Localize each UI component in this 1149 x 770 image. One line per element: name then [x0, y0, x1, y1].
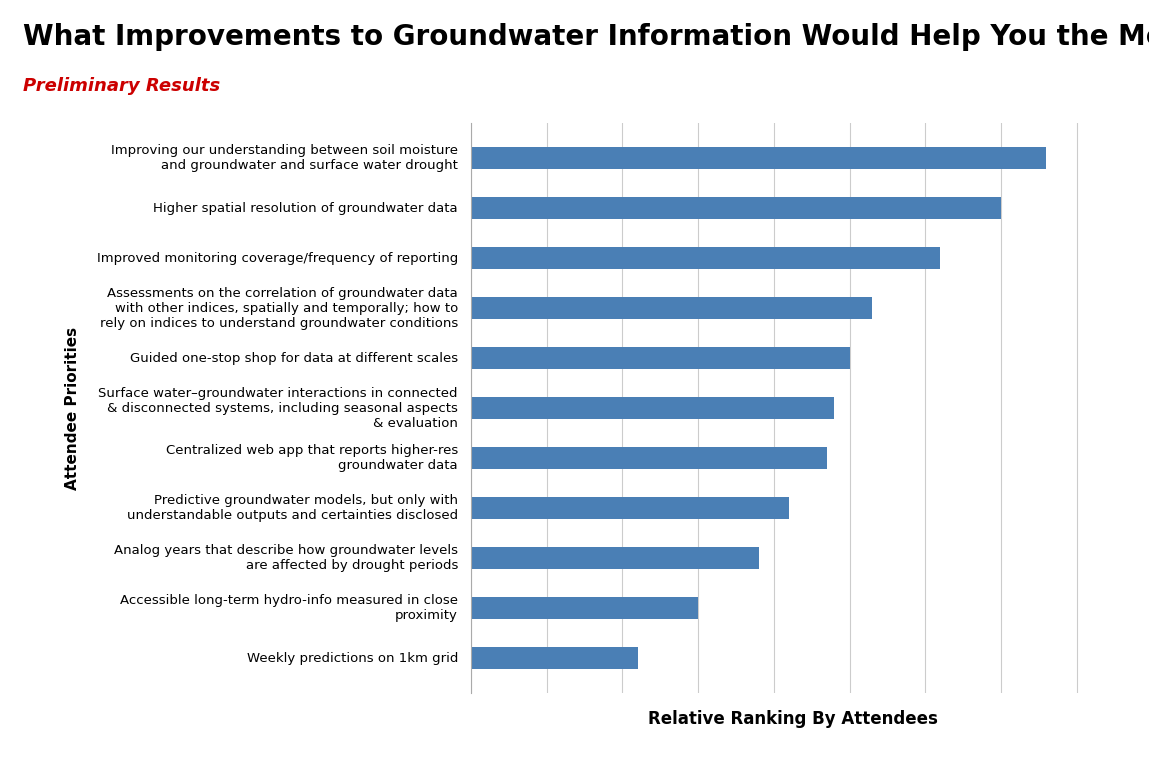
Text: What Improvements to Groundwater Information Would Help You the Most?: What Improvements to Groundwater Informa…	[23, 23, 1149, 51]
Y-axis label: Attendee Priorities: Attendee Priorities	[65, 326, 80, 490]
Bar	[471, 547, 758, 569]
Bar	[471, 597, 699, 619]
Bar	[471, 147, 1047, 169]
Bar	[471, 197, 1001, 219]
Bar	[471, 247, 940, 270]
Bar	[471, 497, 789, 519]
Bar	[471, 647, 638, 669]
Text: Preliminary Results: Preliminary Results	[23, 77, 221, 95]
Bar	[471, 447, 827, 470]
X-axis label: Relative Ranking By Attendees: Relative Ranking By Attendees	[648, 710, 938, 728]
Bar	[471, 346, 849, 370]
Bar	[471, 397, 834, 420]
Bar	[471, 297, 872, 320]
